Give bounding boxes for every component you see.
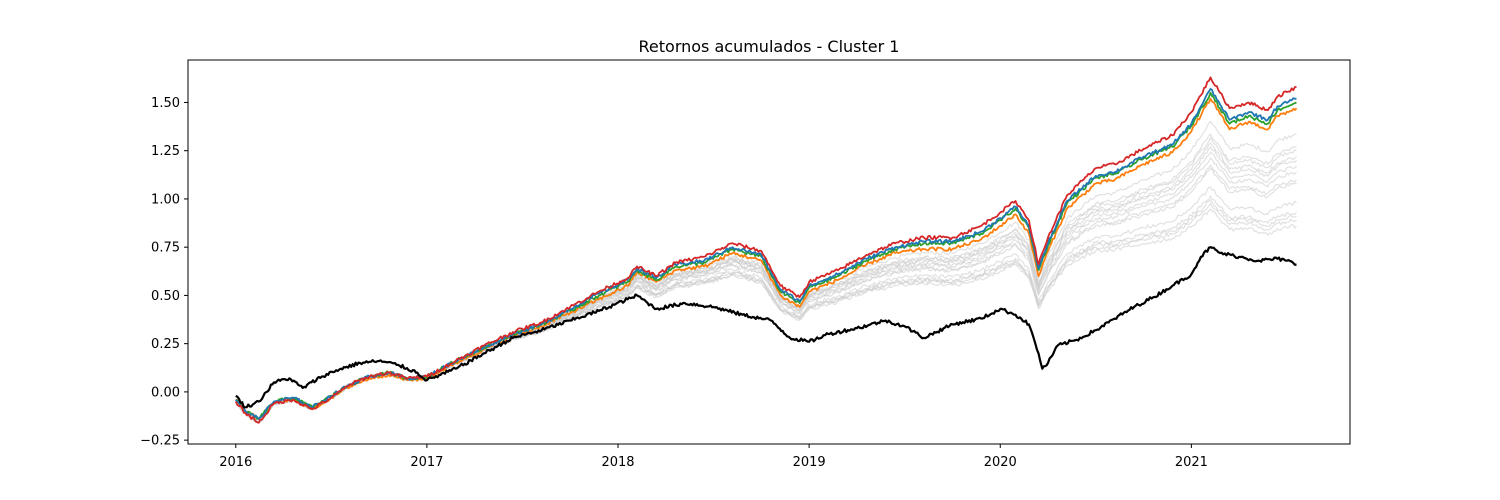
background-series-line	[235, 133, 1297, 424]
y-tick-label: 1.25	[151, 144, 180, 159]
series-line	[234, 76, 1297, 424]
x-tick-label: 2020	[984, 455, 1017, 470]
y-tick-label: 0.75	[151, 241, 180, 256]
y-tick-label: 1.50	[151, 96, 180, 111]
y-tick-label: 0.00	[151, 385, 180, 400]
plot-frame	[187, 59, 1351, 445]
y-tick-label: 0.50	[151, 289, 180, 304]
x-tick-label: 2016	[219, 455, 252, 470]
x-tick-label: 2021	[1175, 455, 1208, 470]
x-tick-label: 2018	[601, 455, 634, 470]
y-tick-label: −0.25	[140, 434, 180, 449]
y-tick-label: 1.00	[151, 192, 180, 207]
series-line	[235, 246, 1297, 409]
chart-title: Retornos acumulados - Cluster 1	[639, 37, 900, 56]
highlighted-series-group	[234, 76, 1298, 424]
x-tick-label: 2017	[410, 455, 443, 470]
y-tick-label: 0.25	[151, 337, 180, 352]
axes-group: 2016 2017 2018 2019 2020 2021 −0.25 0.00 0.25 0.5…	[140, 59, 1351, 470]
x-tick-label: 2019	[793, 455, 826, 470]
